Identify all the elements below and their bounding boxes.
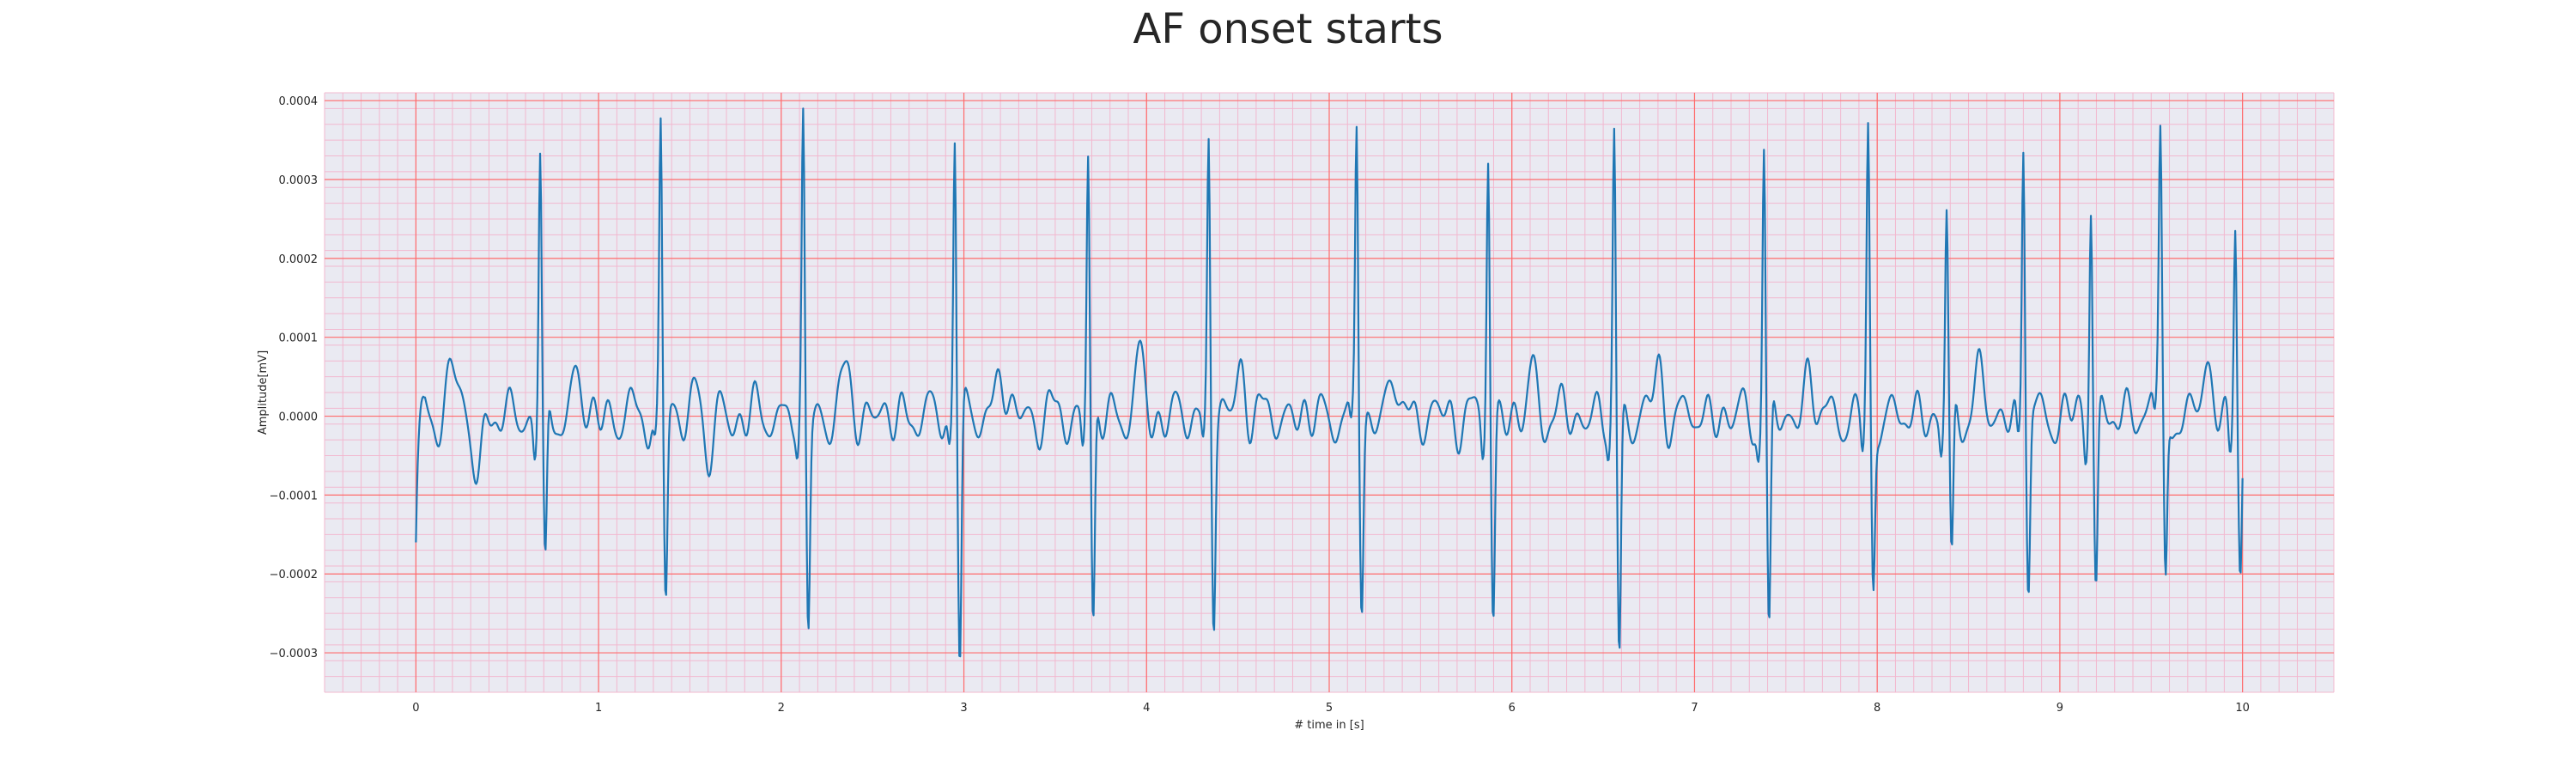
y-tick-label: −0.0002 [270, 569, 318, 581]
major-grid [325, 93, 2334, 692]
x-tick-label: 4 [1143, 702, 1150, 715]
x-tick-label: 9 [2057, 702, 2063, 715]
y-tick-label: −0.0003 [270, 648, 318, 660]
y-tick-label: 0.0001 [279, 332, 319, 345]
x-tick-label: 10 [2235, 702, 2250, 715]
y-tick-label: 0.0003 [279, 174, 319, 187]
x-tick-label: 2 [778, 702, 785, 715]
ecg-series-line [415, 107, 2244, 658]
x-tick-labels: 0 1 2 3 4 5 6 7 8 9 10 [412, 702, 2250, 715]
y-tick-labels: −0.0003 −0.0002 −0.0001 0.0000 0.0001 0.0002 0… [270, 95, 318, 660]
x-axis-label: # time in [s] [1294, 719, 1364, 732]
y-tick-label: 0.0002 [279, 253, 319, 266]
x-tick-label: 6 [1509, 702, 1516, 715]
y-axis-label: Amplitude[mV] [257, 350, 270, 435]
x-tick-label: 3 [960, 702, 967, 715]
y-tick-label: 0.0000 [279, 411, 319, 424]
x-tick-label: 7 [1691, 702, 1698, 715]
x-tick-label: 0 [412, 702, 419, 715]
x-tick-label: 8 [1874, 702, 1880, 715]
chart-title: AF onset starts [1133, 5, 1443, 53]
x-tick-label: 1 [595, 702, 602, 715]
y-tick-label: 0.0004 [279, 95, 319, 108]
x-tick-label: 5 [1326, 702, 1333, 715]
y-tick-label: −0.0001 [270, 490, 318, 502]
